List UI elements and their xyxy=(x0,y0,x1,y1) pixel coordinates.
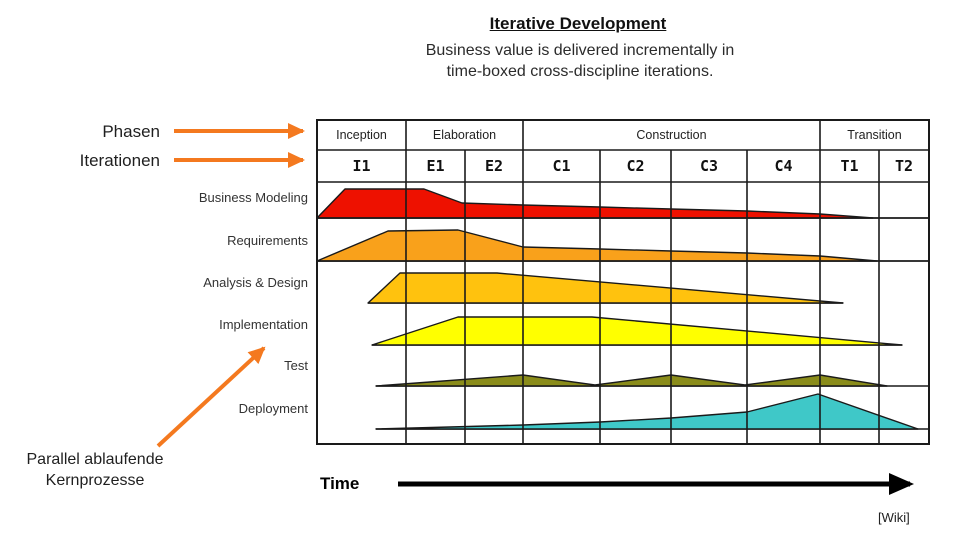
time-axis-label: Time xyxy=(320,474,360,493)
source-credit: [Wiki] xyxy=(878,510,910,525)
phase-header-inception: Inception xyxy=(336,128,387,142)
phases-annotation-label: Phasen xyxy=(102,122,160,141)
subtitle: Business value is delivered incrementall… xyxy=(330,40,830,82)
iteration-header-e2: E2 xyxy=(484,157,504,175)
iteration-header-t2: T2 xyxy=(894,157,914,175)
phase-header-transition: Transition xyxy=(847,128,902,142)
discipline-label-implementation: Implementation xyxy=(219,317,308,332)
deployment-hump xyxy=(375,393,919,430)
parallel-processes-annotation-arrow xyxy=(156,346,266,448)
parallel-processes-annotation-label: Parallel ablaufende Kernprozesse xyxy=(0,449,190,491)
iterations-annotation-label: Iterationen xyxy=(79,151,160,170)
parallel-label-line-2: Kernprozesse xyxy=(45,472,145,489)
page-title: Iterative Development xyxy=(489,14,667,33)
phase-header-construction: Construction xyxy=(636,128,707,142)
iteration-header-t1: T1 xyxy=(840,157,859,175)
table-border xyxy=(316,119,930,445)
analysis-design-hump xyxy=(367,272,844,304)
implementation-hump xyxy=(371,316,903,346)
subtitle-line-2: time-boxed cross-discipline iterations. xyxy=(446,63,714,80)
subtitle-line-1: Business value is delivered incrementall… xyxy=(425,42,735,59)
discipline-label-analysis-design: Analysis & Design xyxy=(203,275,308,290)
discipline-label-deployment: Deployment xyxy=(238,401,308,416)
parallel-label-line-1: Parallel ablaufende xyxy=(26,451,164,468)
phase-header-elaboration: Elaboration xyxy=(432,128,497,142)
iteration-header-c2: C2 xyxy=(626,157,645,175)
discipline-label-business-modeling: Business Modeling xyxy=(198,190,308,205)
iteration-header-e1: E1 xyxy=(426,157,445,175)
discipline-label-requirements: Requirements xyxy=(227,233,308,248)
business-modeling-hump xyxy=(316,188,874,219)
iteration-header-c1: C1 xyxy=(552,157,571,175)
iteration-header-c3: C3 xyxy=(699,157,719,175)
iteration-header-i1: I1 xyxy=(352,157,371,175)
test-hump xyxy=(375,374,888,387)
discipline-label-test: Test xyxy=(284,358,308,373)
requirements-hump xyxy=(316,229,878,262)
iteration-header-c4: C4 xyxy=(774,157,793,175)
